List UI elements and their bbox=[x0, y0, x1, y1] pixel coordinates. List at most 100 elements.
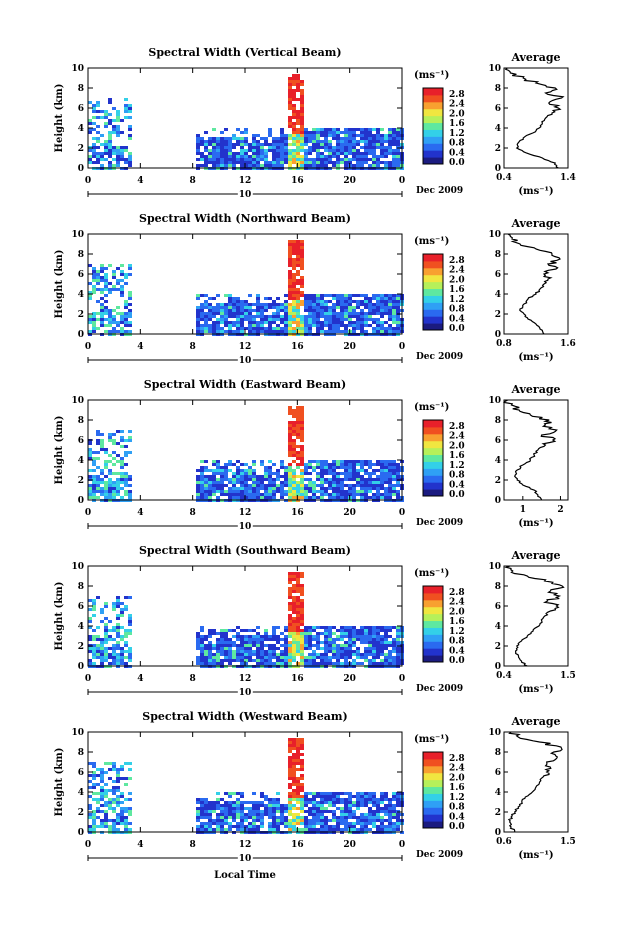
colorbar-segment bbox=[423, 143, 443, 151]
avg-y-tick-label: 2 bbox=[495, 310, 501, 320]
colorbar-segment bbox=[423, 786, 443, 794]
y-tick-label: 4 bbox=[78, 622, 84, 632]
avg-y-tick-label: 6 bbox=[495, 436, 501, 446]
colorbar-segment bbox=[423, 136, 443, 144]
y-axis-label: Height (km) bbox=[54, 748, 65, 817]
beam-panel-4: Spectral Width (Westward Beam)1086420Hei… bbox=[54, 710, 576, 866]
x-tick-label: 20 bbox=[343, 508, 356, 518]
x-tick-label: 20 bbox=[343, 176, 356, 186]
colorbar-frame bbox=[422, 87, 444, 165]
avg-frame bbox=[503, 565, 569, 667]
colorbar-segment bbox=[423, 772, 443, 781]
avg-y-tick-label: 6 bbox=[495, 602, 501, 612]
avg-x-label: (ms⁻¹) bbox=[518, 518, 553, 529]
colorbar-tick-label: 2.0 bbox=[449, 109, 465, 119]
x-tick-label: 0 bbox=[85, 342, 91, 352]
colorbar-tick-label: 2.8 bbox=[449, 422, 465, 432]
avg-title: Average bbox=[510, 715, 560, 728]
colorbar-tick-label: 0.8 bbox=[449, 803, 465, 813]
panel-title: Spectral Width (Southward Beam) bbox=[139, 544, 351, 557]
y-tick-label: 4 bbox=[78, 290, 84, 300]
colorbar-segment bbox=[423, 309, 443, 317]
y-axis-label: Height (km) bbox=[54, 582, 65, 651]
day-label: 10 bbox=[239, 190, 252, 200]
colorbar-unit: (ms⁻¹) bbox=[414, 70, 449, 81]
avg-x-label: (ms⁻¹) bbox=[518, 850, 553, 861]
avg-frame bbox=[503, 399, 569, 501]
colorbar-segment bbox=[423, 454, 443, 462]
y-tick-label: 8 bbox=[78, 582, 84, 592]
y-tick-label: 0 bbox=[78, 662, 84, 672]
colorbar-segment bbox=[423, 260, 443, 269]
date-label: Dec 2009 bbox=[416, 684, 463, 694]
date-label: Dec 2009 bbox=[416, 186, 463, 196]
avg-profile-line bbox=[502, 399, 558, 501]
colorbar-tick-label: 2.0 bbox=[449, 773, 465, 783]
x-tick-label: 20 bbox=[343, 674, 356, 684]
avg-profile-line bbox=[504, 565, 565, 667]
avg-x-label: (ms⁻¹) bbox=[518, 352, 553, 363]
colorbar-tick-label: 1.2 bbox=[449, 129, 465, 139]
colorbar-tick-label: 0.0 bbox=[449, 822, 465, 832]
avg-y-tick-label: 6 bbox=[495, 104, 501, 114]
heatmap-cells bbox=[88, 406, 404, 502]
y-tick-label: 2 bbox=[78, 310, 84, 320]
colorbar-segment bbox=[423, 295, 443, 303]
y-tick-label: 6 bbox=[78, 768, 84, 778]
date-label: Dec 2009 bbox=[416, 518, 463, 528]
y-tick-label: 10 bbox=[71, 396, 84, 406]
colorbar-segment bbox=[423, 267, 443, 276]
panel-title: Spectral Width (Eastward Beam) bbox=[144, 378, 346, 391]
x-tick-label: 0 bbox=[85, 508, 91, 518]
colorbar-segment bbox=[423, 254, 443, 262]
x-tick-label: 4 bbox=[137, 674, 143, 684]
avg-title: Average bbox=[510, 51, 560, 64]
day-label: 10 bbox=[239, 688, 252, 698]
colorbar-segment bbox=[423, 274, 443, 283]
colorbar-tick-label: 2.4 bbox=[449, 764, 465, 774]
x-tick-label: 4 bbox=[137, 176, 143, 186]
colorbar-segment bbox=[423, 475, 443, 483]
y-tick-label: 0 bbox=[78, 164, 84, 174]
colorbar-tick-label: 1.2 bbox=[449, 461, 465, 471]
y-axis-label: Height (km) bbox=[54, 416, 65, 485]
colorbar-segment bbox=[423, 765, 443, 774]
colorbar-segment bbox=[423, 440, 443, 449]
colorbar-tick-label: 2.4 bbox=[449, 266, 465, 276]
colorbar-tick-label: 2.8 bbox=[449, 90, 465, 100]
colorbar-segment bbox=[423, 599, 443, 608]
avg-frame bbox=[503, 67, 569, 169]
colorbar-segment bbox=[423, 641, 443, 649]
avg-profile-line bbox=[507, 731, 563, 832]
avg-y-tick-label: 8 bbox=[495, 582, 501, 592]
colorbar-tick-label: 0.8 bbox=[449, 139, 465, 149]
day-label: 10 bbox=[239, 522, 252, 532]
panel-title: Spectral Width (Northward Beam) bbox=[139, 212, 351, 225]
colorbar-segment bbox=[423, 800, 443, 808]
y-tick-label: 6 bbox=[78, 436, 84, 446]
colorbar-tick-label: 0.4 bbox=[449, 812, 465, 822]
colorbar-tick-label: 0.8 bbox=[449, 637, 465, 647]
colorbar-tick-label: 1.6 bbox=[449, 617, 465, 627]
colorbar-tick-label: 2.8 bbox=[449, 256, 465, 266]
colorbar-segment bbox=[423, 88, 443, 96]
colorbar-frame bbox=[422, 419, 444, 497]
avg-y-tick-label: 4 bbox=[495, 124, 501, 134]
colorbar-tick-label: 1.6 bbox=[449, 783, 465, 793]
x-tick-label: 4 bbox=[137, 342, 143, 352]
x-tick-label: 8 bbox=[190, 342, 196, 352]
colorbar-segment bbox=[423, 489, 443, 497]
avg-y-tick-label: 8 bbox=[495, 250, 501, 260]
colorbar-tick-label: 2.0 bbox=[449, 607, 465, 617]
colorbar-segment bbox=[423, 586, 443, 594]
avg-x-tick-label: 0.4 bbox=[496, 671, 512, 681]
y-tick-label: 10 bbox=[71, 230, 84, 240]
colorbar-segment bbox=[423, 793, 443, 801]
heatmap-cells bbox=[88, 74, 404, 170]
day-label: 10 bbox=[239, 356, 252, 366]
x-tick-label: 0 bbox=[399, 342, 405, 352]
colorbar-tick-label: 0.0 bbox=[449, 324, 465, 334]
colorbar-unit: (ms⁻¹) bbox=[414, 402, 449, 413]
x-tick-label: 0 bbox=[85, 674, 91, 684]
avg-x-tick-label: 1.4 bbox=[560, 173, 576, 183]
